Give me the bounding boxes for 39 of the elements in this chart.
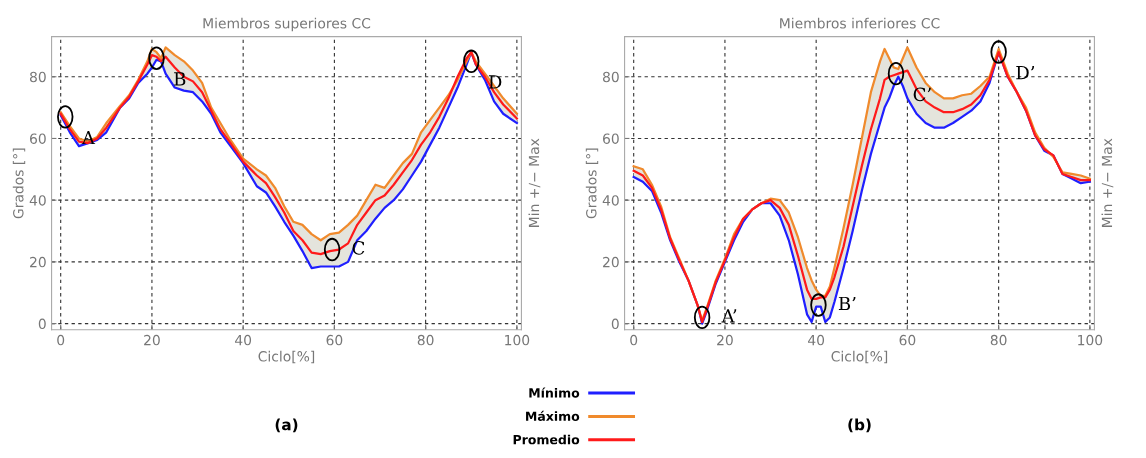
x-tick-label: 80 xyxy=(990,334,1007,346)
y-tick-label: 80 xyxy=(29,71,46,83)
chart-title: Miembros superiores CC xyxy=(203,17,371,32)
x-tick-label: 0 xyxy=(630,334,638,346)
x-tick-label: 40 xyxy=(235,334,252,346)
x-tick-label: 100 xyxy=(505,334,530,346)
x-tick-label: 20 xyxy=(717,334,733,346)
y-tick-label: 40 xyxy=(29,195,46,206)
legend-label: Mínimo xyxy=(529,387,580,398)
annotation: B xyxy=(174,72,186,86)
legend-label: Promedio xyxy=(513,434,580,445)
text: (b) xyxy=(848,418,871,433)
y-axis-title: Grados [°] xyxy=(12,148,26,219)
y-tick-label: 0 xyxy=(38,318,46,330)
x-tick-label: 100 xyxy=(1078,334,1103,346)
x-tick-label: 60 xyxy=(899,334,916,346)
text: (a) xyxy=(275,418,298,433)
annotation: A’ xyxy=(721,309,737,323)
x-tick-label: 0 xyxy=(57,334,65,346)
y-tick-label: 60 xyxy=(603,133,619,144)
annotation: D’ xyxy=(1016,66,1035,80)
y2-axis-title: Min +/− Max xyxy=(1101,138,1114,227)
x-axis-title: Ciclo[%] xyxy=(258,350,315,364)
y-tick-label: 80 xyxy=(602,71,619,83)
x-axis-title: Ciclo[%] xyxy=(831,350,888,364)
x-tick-label: 40 xyxy=(808,334,825,346)
y2-axis-title: Min +/− Max xyxy=(528,138,541,227)
y-axis-title: Grados [°] xyxy=(585,148,599,219)
legend-label: Máximo xyxy=(526,410,580,421)
x-tick-label: 60 xyxy=(326,334,343,346)
y-tick-label: 20 xyxy=(603,256,619,268)
y-tick-label: 0 xyxy=(611,318,619,330)
x-tick-label: 20 xyxy=(144,334,160,346)
annotation: B’ xyxy=(838,296,856,311)
chart-title: Miembros inferiores CC xyxy=(780,17,940,29)
y-tick-label: 40 xyxy=(602,195,619,206)
y-tick-label: 20 xyxy=(30,256,46,268)
x-tick-label: 80 xyxy=(417,334,434,346)
y-tick-label: 60 xyxy=(30,133,46,144)
